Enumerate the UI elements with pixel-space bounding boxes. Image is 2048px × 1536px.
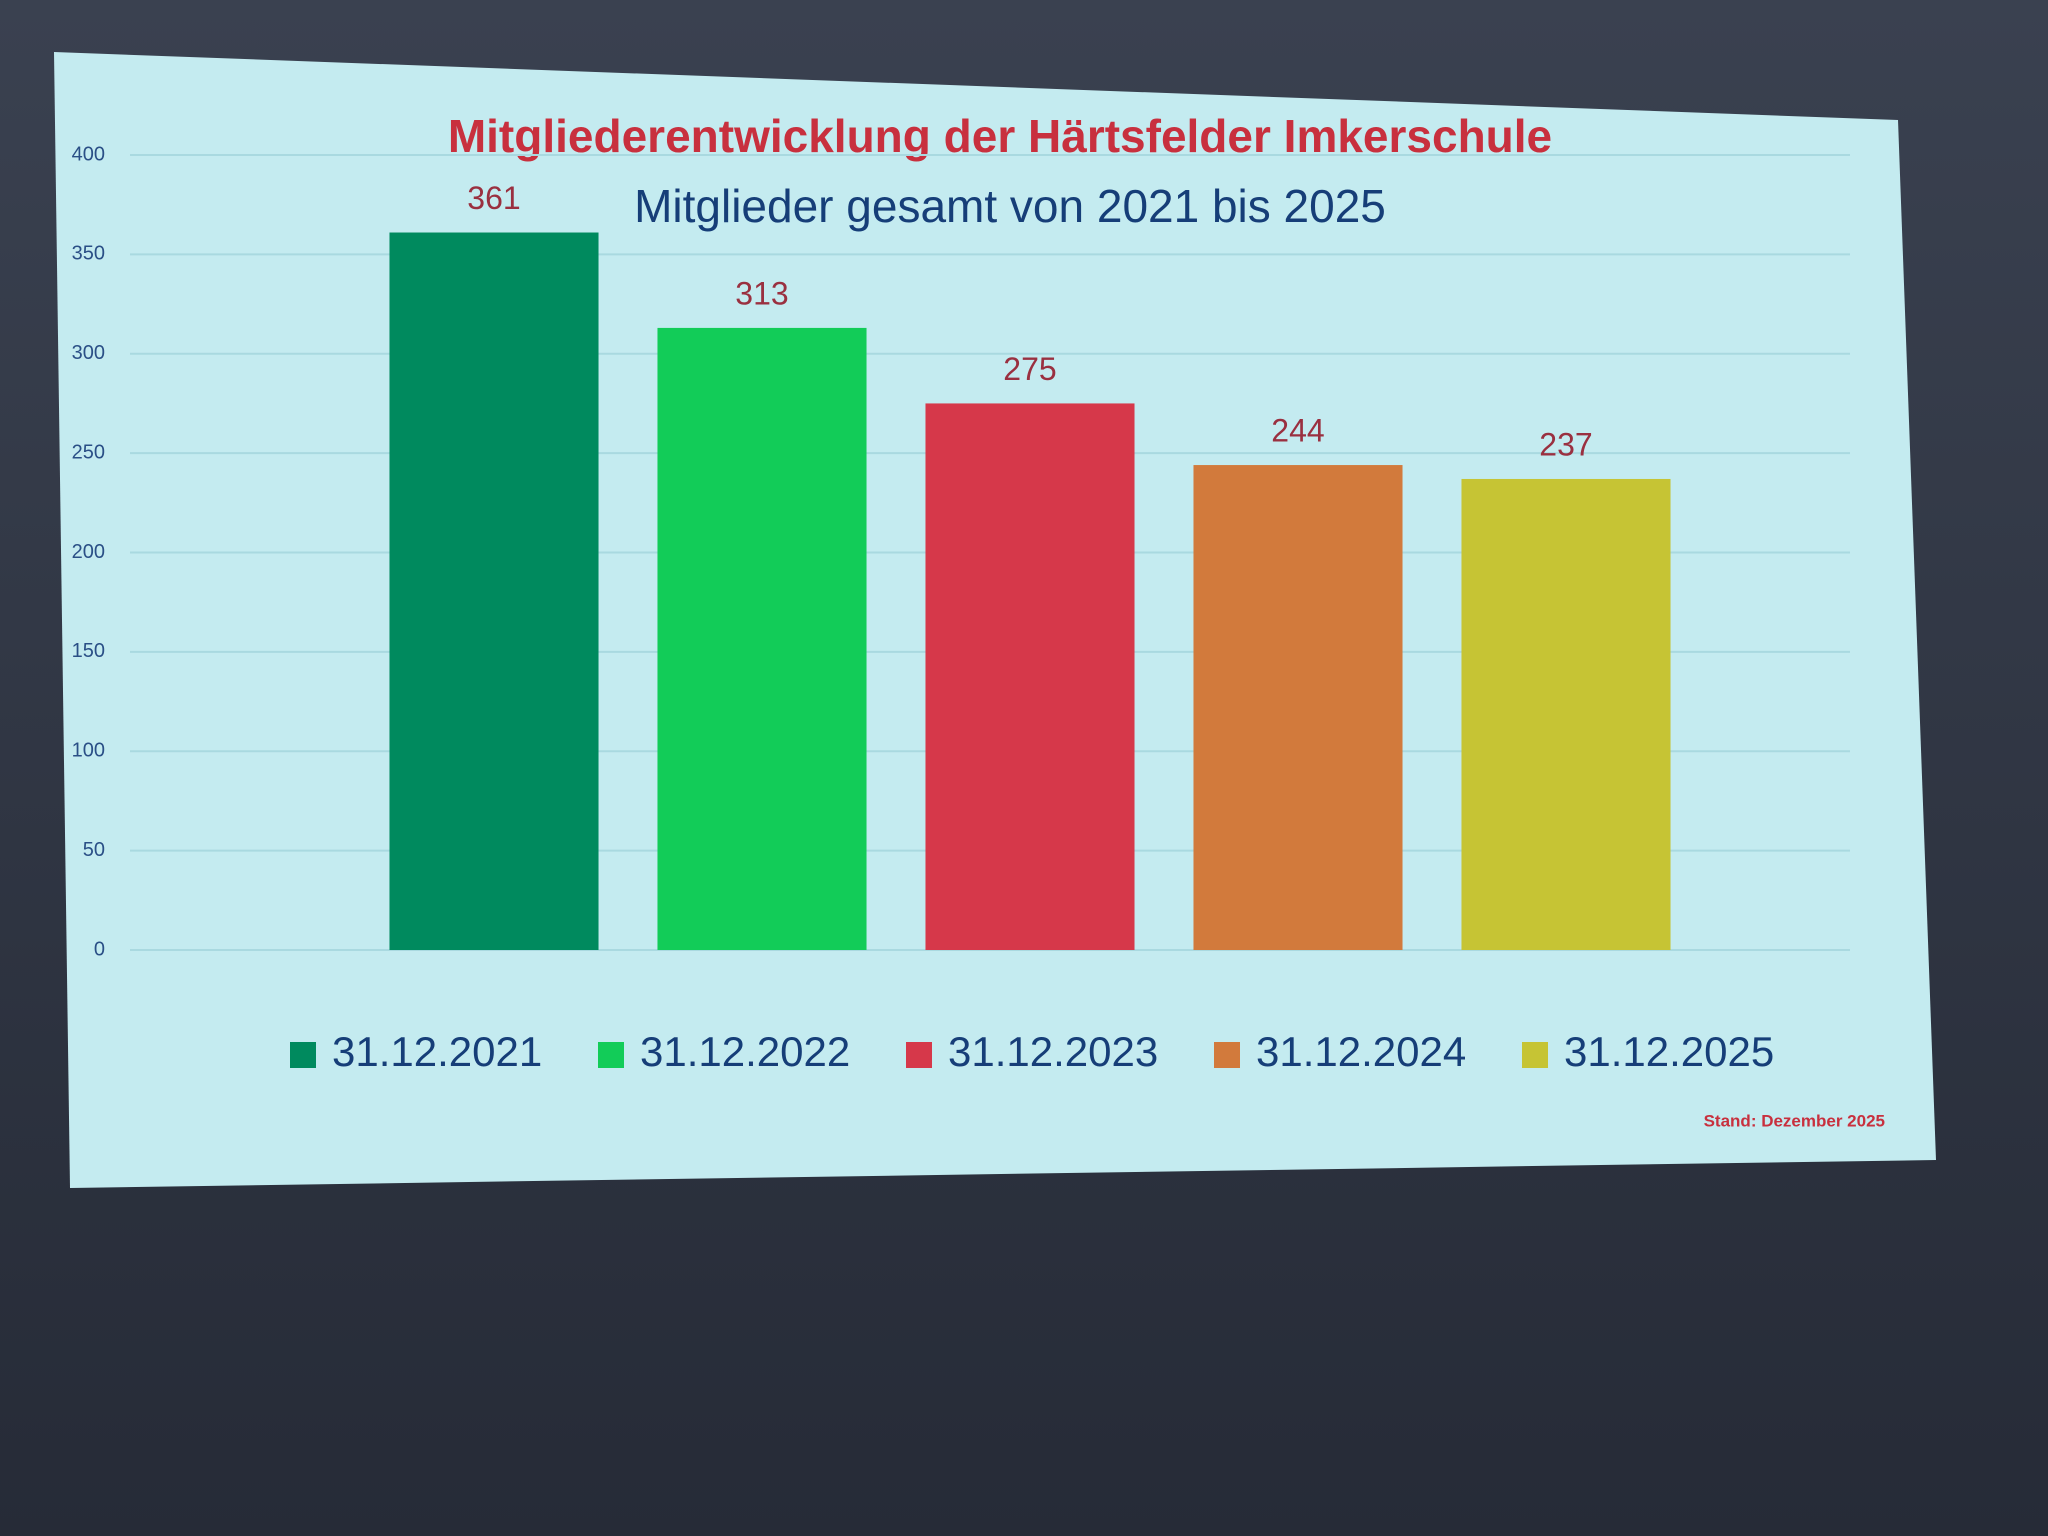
y-tick-label: 0 xyxy=(94,938,105,960)
chart-subtitle: Mitglieder gesamt von 2021 bis 2025 xyxy=(634,180,1386,232)
legend-swatch xyxy=(598,1042,624,1068)
bar xyxy=(1461,478,1671,950)
legend-swatch xyxy=(290,1042,316,1068)
y-tick-label: 400 xyxy=(72,143,105,165)
legend-swatch xyxy=(1522,1042,1548,1068)
legend-label: 31.12.2024 xyxy=(1256,1028,1466,1075)
data-label: 313 xyxy=(735,275,788,311)
chart-title: Mitgliederentwicklung der Härtsfelder Im… xyxy=(448,110,1552,162)
y-tick-label: 250 xyxy=(72,441,105,463)
bar xyxy=(925,403,1135,950)
y-tick-label: 50 xyxy=(83,839,105,861)
footnote: Stand: Dezember 2025 xyxy=(1704,1111,1885,1130)
bar xyxy=(1193,465,1403,950)
legend-label: 31.12.2025 xyxy=(1564,1028,1774,1075)
legend-label: 31.12.2022 xyxy=(640,1028,850,1075)
bar xyxy=(389,232,599,950)
y-tick-label: 200 xyxy=(72,541,105,563)
legend-swatch xyxy=(1214,1042,1240,1068)
data-label: 275 xyxy=(1003,351,1056,387)
y-tick-label: 100 xyxy=(72,740,105,762)
legend-swatch xyxy=(906,1042,932,1068)
legend-label: 31.12.2021 xyxy=(332,1028,542,1075)
bar xyxy=(657,327,867,951)
data-label: 361 xyxy=(467,180,520,216)
legend-label: 31.12.2023 xyxy=(948,1028,1158,1075)
y-tick-label: 150 xyxy=(72,640,105,662)
y-tick-label: 350 xyxy=(72,243,105,265)
y-tick-label: 300 xyxy=(72,342,105,364)
data-label: 237 xyxy=(1539,426,1592,462)
data-label: 244 xyxy=(1271,413,1324,449)
